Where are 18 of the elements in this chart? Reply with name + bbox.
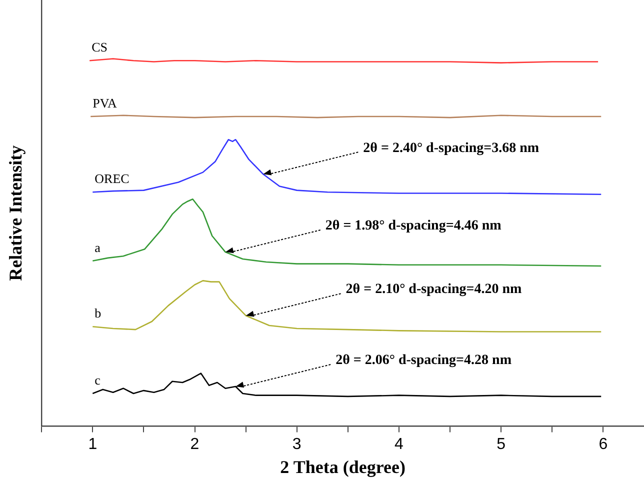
series-label: a [94, 240, 101, 255]
series-label: b [94, 306, 102, 321]
y-axis-title: Relative Intensity [5, 145, 26, 281]
annotation: 2θ = 2.40° d-spacing=3.68 nm [363, 140, 540, 156]
x-tick-label: 2 [190, 436, 200, 454]
x-tick-label: 1 [88, 436, 98, 454]
annotation: 2θ = 1.98° d-spacing=4.46 nm [325, 218, 502, 234]
series-label: PVA [92, 95, 118, 110]
x-tick-label: 5 [496, 436, 506, 454]
x-axis-title: 2 Theta (degree) [280, 456, 406, 477]
x-tick-label: 3 [292, 436, 302, 454]
annotation: 2θ = 2.06° d-spacing=4.28 nm [336, 353, 512, 368]
series-label: c [94, 372, 101, 388]
annotation: 2θ = 2.10° d-spacing=4.20 nm [346, 282, 522, 298]
x-tick-label: 4 [394, 436, 404, 454]
x-tick-label: 6 [598, 436, 608, 454]
series-label: OREC [94, 171, 130, 186]
series-label: CS [92, 40, 108, 55]
